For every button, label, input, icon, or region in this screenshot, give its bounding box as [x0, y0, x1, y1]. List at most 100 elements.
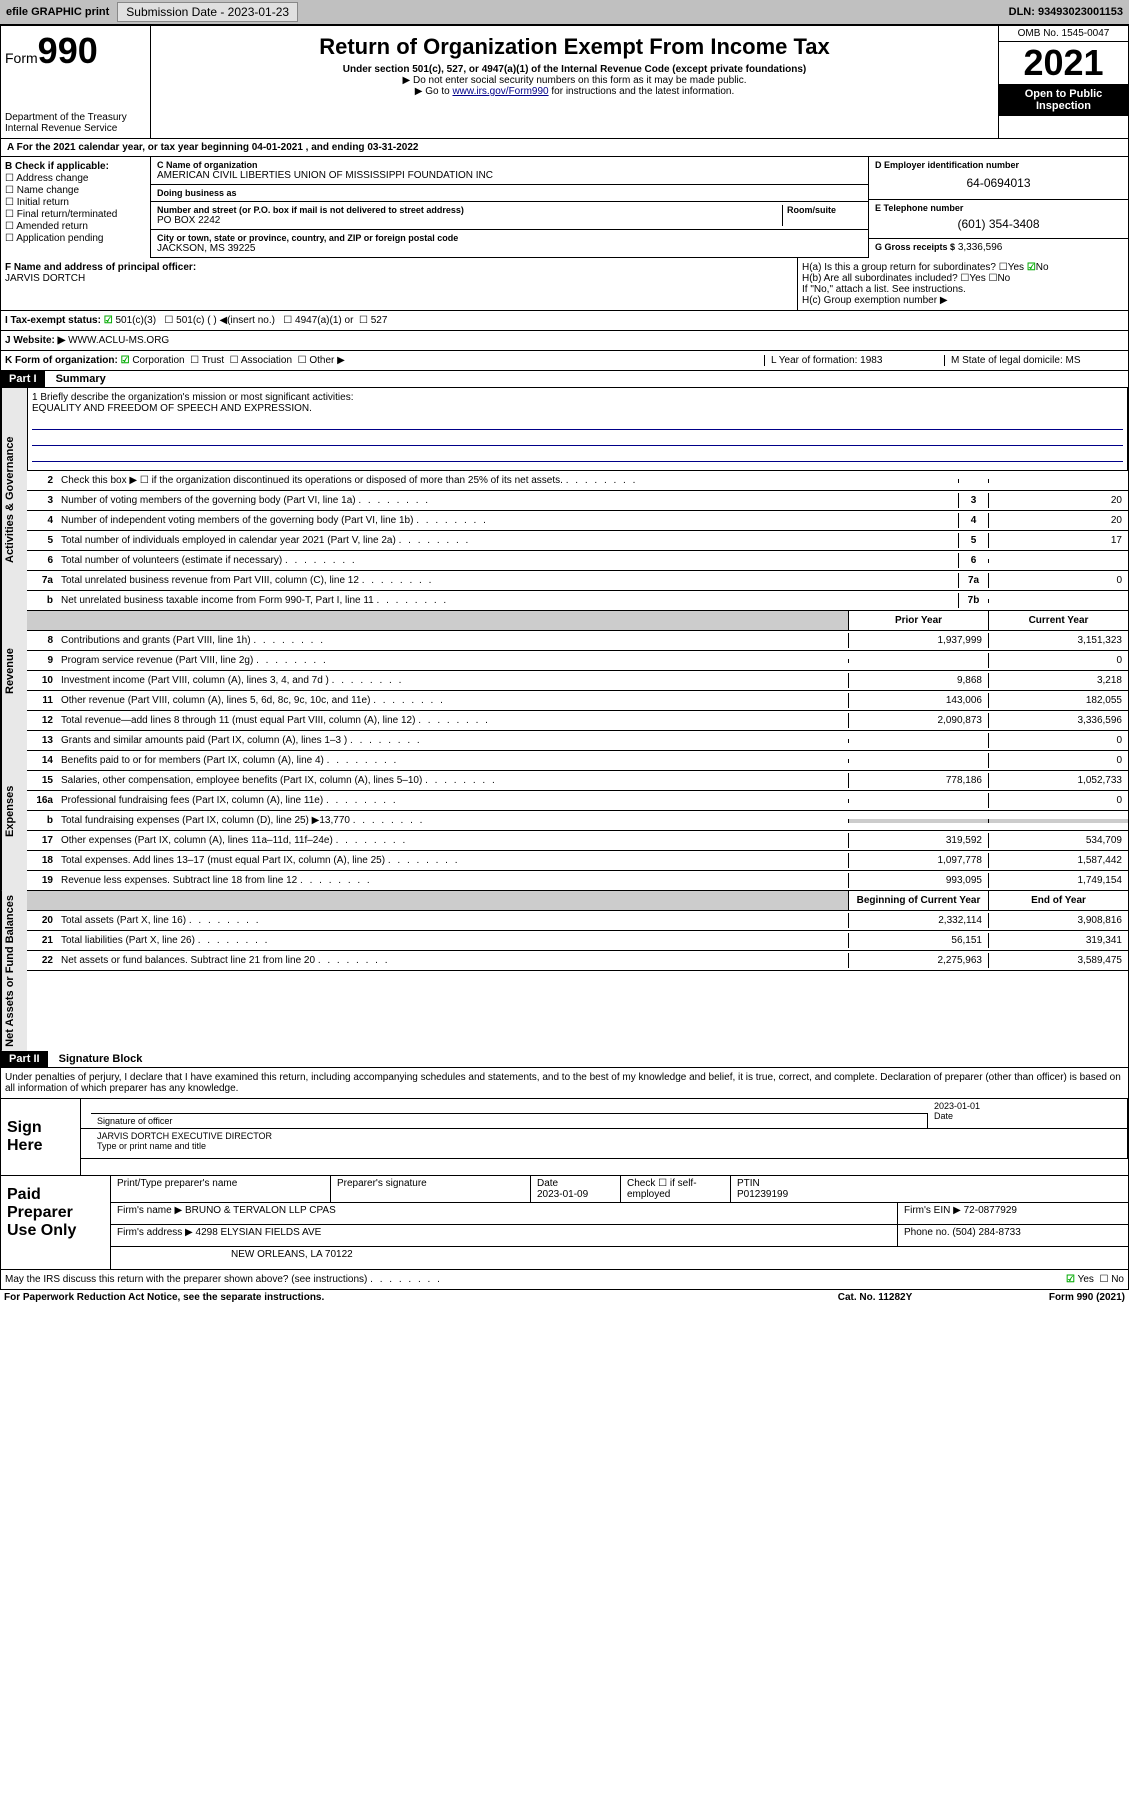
current-year-header: Current Year: [988, 611, 1128, 630]
col-prior: [848, 739, 988, 743]
line-num: 5: [27, 533, 57, 548]
line-text: Professional fundraising fees (Part IX, …: [57, 793, 848, 808]
line-box: 7b: [958, 593, 988, 608]
row-fg: F Name and address of principal officer:…: [0, 258, 1129, 311]
col-prior: 319,592: [848, 833, 988, 848]
form-header: Form990 Department of the Treasury Inter…: [0, 25, 1129, 139]
firm-phone-label: Phone no.: [904, 1227, 950, 1238]
line-box: 7a: [958, 573, 988, 588]
penalties-text: Under penalties of perjury, I declare th…: [0, 1068, 1129, 1099]
line-num: 8: [27, 633, 57, 648]
col-current: 534,709: [988, 833, 1128, 848]
line-text: Contributions and grants (Part VIII, lin…: [57, 633, 848, 648]
col-prior: 993,095: [848, 873, 988, 888]
part1-header: Part I Summary: [0, 371, 1129, 388]
col-current: 319,341: [988, 933, 1128, 948]
open-inspection: Open to Public Inspection: [999, 84, 1128, 116]
firm-label: Firm's name ▶: [117, 1205, 182, 1216]
summary-line: 15Salaries, other compensation, employee…: [27, 771, 1128, 791]
rev-header: Prior Year Current Year: [27, 611, 1128, 631]
summary-line: 6Total number of volunteers (estimate if…: [27, 551, 1128, 571]
summary-line: bTotal fundraising expenses (Part IX, co…: [27, 811, 1128, 831]
line-num: 13: [27, 733, 57, 748]
phone-value: (601) 354-3408: [875, 213, 1122, 235]
line-text: Benefits paid to or for members (Part IX…: [57, 753, 848, 768]
summary-line: 9Program service revenue (Part VIII, lin…: [27, 651, 1128, 671]
summary-line: 17Other expenses (Part IX, column (A), l…: [27, 831, 1128, 851]
efile-label: efile GRAPHIC print: [0, 4, 115, 20]
col-prior: [848, 799, 988, 803]
paid-preparer-label: Paid Preparer Use Only: [1, 1176, 111, 1269]
discuss-yes: Yes: [1078, 1274, 1094, 1285]
col-current: 3,336,596: [988, 713, 1128, 728]
discuss-row: May the IRS discuss this return with the…: [0, 1270, 1129, 1290]
date-label: Date: [934, 1111, 1121, 1121]
k-other: Other ▶: [309, 355, 344, 366]
street-value: PO BOX 2242: [157, 215, 782, 226]
firm-phone: (504) 284-8733: [952, 1227, 1020, 1238]
header-left: Form990 Department of the Treasury Inter…: [1, 26, 151, 138]
527: 527: [371, 315, 388, 326]
check-icon: ☑: [1027, 262, 1036, 273]
chk-name[interactable]: ☐ Name change: [5, 185, 146, 196]
line-val: [988, 479, 1128, 483]
submission-date-button[interactable]: Submission Date - 2023-01-23: [117, 2, 298, 22]
goto-post: for instructions and the latest informat…: [549, 86, 735, 97]
ein-box: D Employer identification number 64-0694…: [869, 157, 1128, 200]
summary-line: 22Net assets or fund balances. Subtract …: [27, 951, 1128, 971]
hc-row: H(c) Group exemption number ▶: [802, 295, 1124, 306]
line-text: Salaries, other compensation, employee b…: [57, 773, 848, 788]
line-text: Number of voting members of the governin…: [57, 493, 958, 508]
dln-label: DLN: 93493023001153: [1003, 4, 1129, 20]
hb-row: H(b) Are all subordinates included? ☐Yes…: [802, 273, 1124, 284]
col-current: 0: [988, 753, 1128, 768]
line-num: 14: [27, 753, 57, 768]
form-title: Return of Organization Exempt From Incom…: [155, 34, 994, 60]
org-name-box: C Name of organization AMERICAN CIVIL LI…: [151, 157, 868, 185]
4947: 4947(a)(1) or: [295, 315, 353, 326]
section-c: C Name of organization AMERICAN CIVIL LI…: [151, 157, 868, 258]
city-value: JACKSON, MS 39225: [157, 243, 862, 254]
summary-line: 13Grants and similar amounts paid (Part …: [27, 731, 1128, 751]
chk-pending[interactable]: ☐ Application pending: [5, 233, 146, 244]
chk-amended[interactable]: ☐ Amended return: [5, 221, 146, 232]
line-num: 4: [27, 513, 57, 528]
chk-final[interactable]: ☐ Final return/terminated: [5, 209, 146, 220]
line-text: Total number of individuals employed in …: [57, 533, 958, 548]
summary-line: 4Number of independent voting members of…: [27, 511, 1128, 531]
line-text: Program service revenue (Part VIII, line…: [57, 653, 848, 668]
line-text: Other expenses (Part IX, column (A), lin…: [57, 833, 848, 848]
col-prior: 9,868: [848, 673, 988, 688]
website-value: WWW.ACLU-MS.ORG: [68, 335, 169, 346]
col-current: 3,151,323: [988, 633, 1128, 648]
section-k: K Form of organization: ☑ Corporation ☐ …: [0, 351, 1129, 371]
summary-line: 16aProfessional fundraising fees (Part I…: [27, 791, 1128, 811]
line-num: 20: [27, 913, 57, 928]
chk-address[interactable]: ☐ Address change: [5, 173, 146, 184]
part1-label: Part I: [1, 371, 45, 387]
discuss-no: No: [1111, 1274, 1124, 1285]
col-current: 1,052,733: [988, 773, 1128, 788]
end-year-header: End of Year: [988, 891, 1128, 910]
ptin-value: P01239199: [737, 1189, 1122, 1200]
omb-number: OMB No. 1545-0047: [999, 26, 1128, 42]
entity-section: B Check if applicable: ☐ Address change …: [0, 157, 1129, 258]
irs-link[interactable]: www.irs.gov/Form990: [452, 86, 548, 97]
mission-label: 1 Briefly describe the organization's mi…: [32, 392, 1123, 403]
chk-initial[interactable]: ☐ Initial return: [5, 197, 146, 208]
line-num: 22: [27, 953, 57, 968]
section-b-label: B Check if applicable:: [5, 161, 146, 172]
street-label: Number and street (or P.O. box if mail i…: [157, 205, 782, 215]
gross-label: G Gross receipts $: [875, 242, 955, 252]
col-prior: 1,937,999: [848, 633, 988, 648]
check-icon: ☑: [104, 315, 113, 326]
firm-name: BRUNO & TERVALON LLP CPAS: [185, 1205, 336, 1216]
line-text: Net assets or fund balances. Subtract li…: [57, 953, 848, 968]
prep-date-header: Date: [537, 1178, 614, 1189]
line-num: 10: [27, 673, 57, 688]
summary-line: 21Total liabilities (Part X, line 26) 56…: [27, 931, 1128, 951]
gross-value: 3,336,596: [958, 242, 1003, 253]
f-label: F Name and address of principal officer:: [5, 262, 793, 273]
col-current: 0: [988, 733, 1128, 748]
col-prior: 2,090,873: [848, 713, 988, 728]
